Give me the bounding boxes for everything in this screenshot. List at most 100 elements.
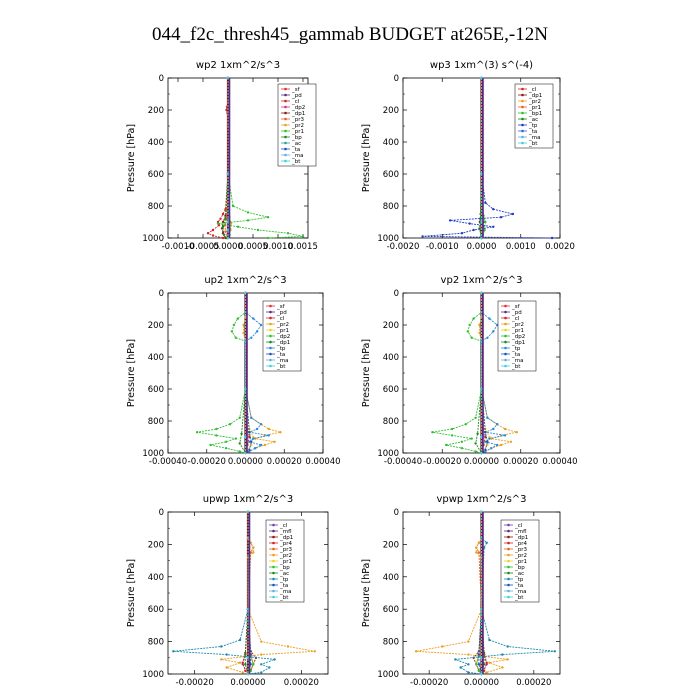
series-point	[240, 432, 243, 435]
x-tick-label: 0.00020	[503, 457, 538, 467]
x-tick-label: 0.00040	[305, 457, 340, 467]
series-point	[490, 447, 493, 450]
legend-label: _bt	[279, 595, 289, 601]
y-tick-label: 200	[148, 540, 164, 550]
x-tick-label: -0.0020	[387, 242, 420, 252]
y-tick-label: 1000	[377, 670, 399, 680]
series-point	[246, 608, 250, 611]
series-point	[221, 236, 225, 240]
series-point	[244, 653, 247, 656]
legend-marker	[269, 316, 272, 320]
series-point	[211, 234, 215, 237]
series-point	[195, 431, 199, 434]
legend-marker	[504, 322, 507, 326]
series-point	[250, 336, 253, 339]
legend-marker	[504, 340, 507, 344]
series-point	[206, 232, 210, 235]
series-point	[496, 423, 499, 426]
legend-label: _bt	[511, 364, 521, 370]
legend-marker	[284, 117, 287, 121]
series-point	[464, 423, 467, 426]
series-point	[485, 671, 488, 674]
series-point	[252, 437, 255, 440]
legend-marker	[504, 352, 507, 356]
legend-label: _cl	[291, 99, 300, 105]
series-point	[286, 645, 290, 648]
series-point	[480, 672, 483, 676]
legend-label: _pr2	[514, 553, 527, 559]
legend-label: _bt	[276, 364, 286, 370]
series-point	[421, 235, 424, 238]
series-point	[244, 435, 247, 439]
series-point	[480, 656, 483, 659]
y-tick-label: 800	[383, 638, 399, 648]
legend-marker	[284, 93, 287, 97]
series-point	[220, 658, 223, 661]
legend-marker	[504, 334, 507, 338]
series-point	[268, 666, 271, 669]
legend-label: _ma	[514, 589, 526, 595]
series-point	[255, 427, 259, 431]
x-tick-label: 0.0010	[263, 242, 293, 252]
legend-marker	[521, 141, 524, 145]
series-point	[224, 214, 227, 217]
series-point	[477, 663, 481, 666]
series-point	[476, 432, 479, 435]
legend-label: _bp	[291, 135, 302, 141]
legend-label: _cl	[514, 523, 523, 529]
legend-marker	[284, 123, 287, 127]
series-point	[172, 650, 175, 653]
legend-label: _cl	[279, 523, 288, 529]
y-tick-label: 600	[148, 385, 164, 395]
legend-marker	[284, 105, 287, 109]
series-point	[441, 645, 444, 648]
legend-marker	[284, 99, 287, 103]
figure-title: 044_f2c_thresh45_gammab BUDGET at265E,-1…	[152, 24, 548, 45]
y-tick-label: 200	[383, 321, 399, 331]
series-point	[226, 76, 230, 80]
legend-label: _ta	[514, 583, 523, 589]
series-point	[266, 236, 270, 240]
legend-marker	[504, 310, 507, 314]
chart-panel-6: vpwp 1xm^2/s^3 Pressure [hPa] 0 200 400 600 80…	[361, 494, 561, 688]
series-point	[499, 216, 503, 219]
series-point	[238, 442, 241, 445]
series-point	[236, 317, 239, 320]
y-tick-label: 400	[383, 138, 399, 148]
series-point	[259, 423, 263, 426]
series-point	[501, 653, 504, 656]
series-point	[221, 225, 225, 228]
legend-label: _ma	[511, 358, 523, 364]
legend-marker	[272, 589, 275, 593]
panel-title: wp3 1xm^(3) s^(-4)	[430, 60, 533, 71]
y-tick-label: 0	[159, 289, 164, 299]
series-point	[226, 172, 230, 176]
legend-marker	[284, 141, 287, 145]
legend-label: _dp2	[276, 334, 290, 340]
y-tick-label: 800	[383, 417, 399, 427]
legend-label: _tp	[528, 123, 538, 129]
series-point	[484, 201, 487, 204]
legend-label: _dp2	[291, 105, 305, 111]
x-tick-label: 0.0005	[238, 242, 268, 252]
legend-marker	[284, 159, 287, 163]
legend-label: _ac	[291, 141, 301, 147]
series-point	[496, 443, 499, 447]
y-axis-label: Pressure [hPa]	[126, 559, 137, 627]
legend-marker	[284, 153, 287, 157]
legend-marker	[272, 571, 275, 575]
legend-label: _dp1	[528, 93, 542, 99]
series-point	[252, 317, 255, 320]
legend-label: _ac	[514, 571, 524, 577]
series-point	[273, 658, 276, 661]
series-point	[450, 427, 454, 431]
y-axis-label: Pressure [hPa]	[361, 124, 372, 192]
series-point	[483, 228, 486, 232]
y-tick-label: 0	[394, 289, 399, 299]
series-point	[484, 220, 487, 224]
series-point	[506, 645, 509, 648]
series-point	[553, 650, 556, 653]
legend-label: _pr1	[528, 105, 541, 111]
series-point	[246, 510, 250, 514]
series-line	[217, 78, 304, 239]
